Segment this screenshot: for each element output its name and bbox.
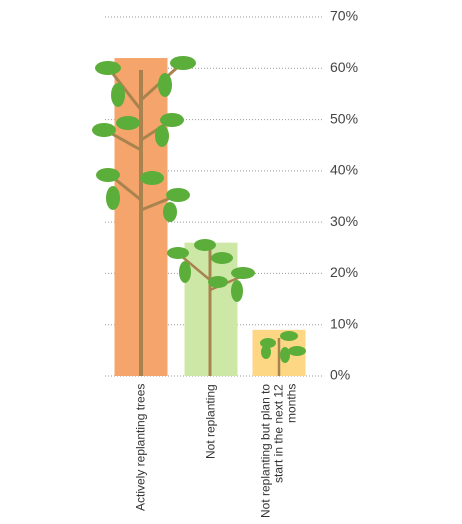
y-tick-label: 30% <box>330 213 358 229</box>
y-tick-label: 60% <box>330 59 358 75</box>
y-tick-label: 0% <box>330 367 350 383</box>
plant-illustrations <box>92 56 306 376</box>
y-tick-label: 20% <box>330 264 358 280</box>
y-tick-label: 40% <box>330 162 358 178</box>
x-tick-label: Actively replanting trees <box>133 384 148 512</box>
x-tick-label: Not replanting but plan to start in the … <box>258 384 299 519</box>
y-tick-label: 50% <box>330 110 358 126</box>
y-tick-label: 10% <box>330 315 358 331</box>
x-tick-label: Not replanting <box>203 384 218 459</box>
y-tick-label: 70% <box>330 8 358 24</box>
